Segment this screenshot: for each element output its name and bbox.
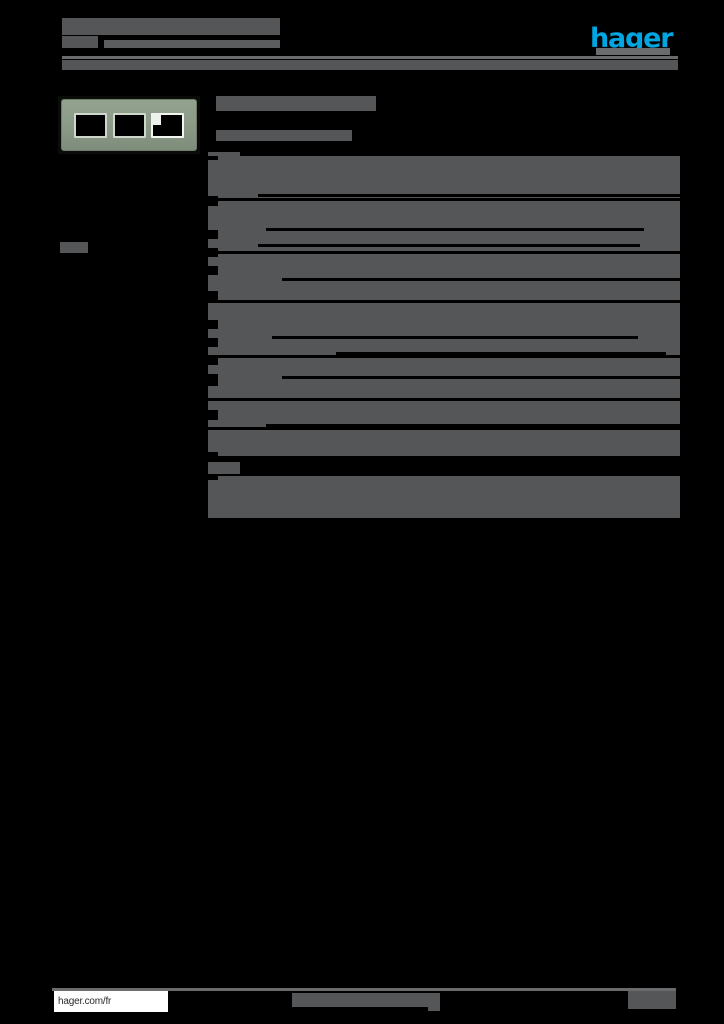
plate-window <box>151 112 185 138</box>
row-divider <box>336 352 666 355</box>
row-divider <box>208 427 680 430</box>
label-notch <box>208 230 218 239</box>
hager-logo: hager <box>590 23 678 55</box>
label-notch <box>208 248 218 257</box>
table-row <box>208 401 680 427</box>
wall-plate-frame-icon <box>61 99 197 151</box>
table-row <box>208 254 680 300</box>
row-divider <box>208 398 680 401</box>
spec-table-secondary <box>208 464 680 518</box>
page-header: hager <box>0 0 724 78</box>
header-band <box>62 60 678 70</box>
row-divider <box>258 194 680 197</box>
table-b-section-label <box>208 462 240 474</box>
product-image <box>58 96 200 154</box>
label-notch <box>208 374 218 386</box>
row-divider <box>258 244 640 247</box>
label-notch <box>208 291 218 301</box>
row-divider <box>266 424 680 427</box>
page-subtitle <box>104 40 280 48</box>
label-notch <box>208 320 218 329</box>
footer-url[interactable]: hager.com/fr <box>54 991 168 1012</box>
label-notch <box>208 410 218 420</box>
label-notch <box>208 356 218 365</box>
row-divider <box>272 336 638 339</box>
plate-window <box>73 112 107 138</box>
table-row <box>208 476 680 518</box>
spec-heading-primary <box>216 96 376 111</box>
table-row <box>208 201 680 251</box>
row-divider <box>208 251 680 254</box>
label-notch <box>208 266 218 275</box>
footer-center-tail <box>428 1003 440 1011</box>
label-notch <box>208 452 218 456</box>
logo-underline <box>596 48 670 55</box>
footer-center-note <box>292 993 440 1007</box>
row-divider <box>208 198 680 201</box>
table-row <box>208 156 680 198</box>
label-notch <box>208 156 218 160</box>
table-row <box>208 303 680 355</box>
hager-logo-text: hager <box>590 23 674 55</box>
row-divider <box>208 355 680 358</box>
table-row <box>208 430 680 456</box>
footer-url-text: hager.com/fr <box>58 996 112 1007</box>
page-title-line-2 <box>62 36 98 48</box>
footer-page-number <box>628 991 676 1009</box>
plate-window <box>112 112 146 138</box>
label-notch <box>208 476 218 480</box>
row-divider <box>282 278 680 281</box>
label-notch <box>208 196 218 206</box>
label-notch <box>208 338 218 347</box>
spec-heading-secondary <box>216 130 352 141</box>
row-divider <box>282 376 680 379</box>
spec-table-primary <box>208 156 680 456</box>
row-divider <box>266 228 644 231</box>
footer-divider <box>52 988 676 991</box>
header-divider <box>62 56 678 59</box>
side-column-label <box>60 242 88 253</box>
row-divider <box>208 300 680 303</box>
page-title-line-1 <box>62 18 280 35</box>
